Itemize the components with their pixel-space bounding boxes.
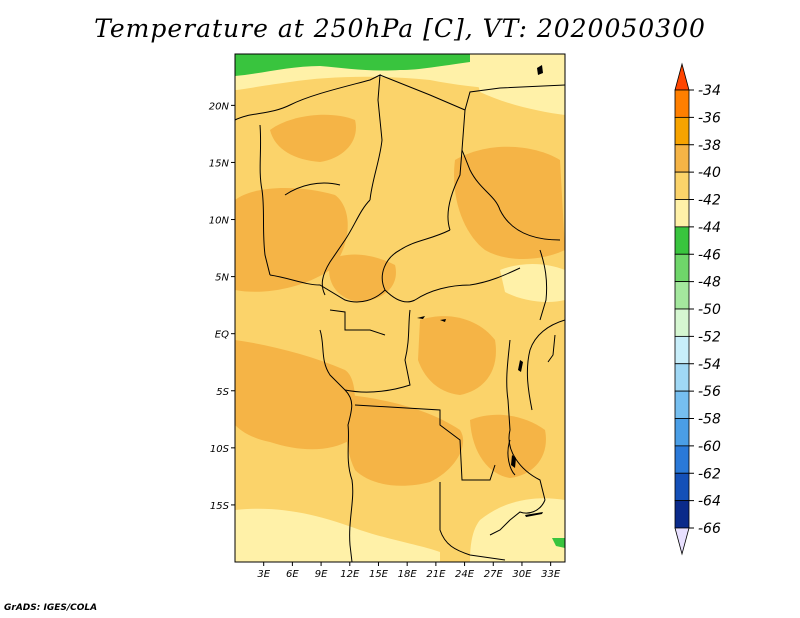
colorbar-swatch	[674, 418, 690, 447]
cold-patch-southeast-corner	[552, 538, 565, 548]
colorbar-top-arrow	[674, 62, 690, 91]
x-axis: 3E 6E 9E 12E 15E 18E 21E 24E 27E 30E 33E	[257, 562, 561, 580]
cool-patch-south	[235, 508, 440, 562]
colorbar-label: -46	[698, 247, 721, 263]
colorbar-label: -52	[698, 329, 721, 345]
colorbar-swatch	[674, 500, 690, 529]
grads-credit: GrADS: IGES/COLA	[4, 603, 98, 613]
warm-band-east-central	[418, 316, 496, 395]
x-tick-label: 12E	[340, 569, 360, 580]
x-tick-label: 33E	[541, 569, 561, 580]
x-tick-label: 6E	[286, 569, 299, 580]
colorbar-label: -48	[698, 275, 721, 291]
x-tick-label: 24E	[455, 569, 475, 580]
colorbar-label: -42	[698, 193, 721, 209]
chart-canvas: 3E 6E 9E 12E 15E 18E 21E 24E 27E 30E 33E 20N 15N 10N…	[209, 53, 721, 580]
colorbar-swatch	[674, 281, 690, 310]
x-tick-label: 3E	[257, 569, 270, 580]
colorbar-label: -36	[698, 110, 721, 126]
colorbar-bottom-arrow	[674, 527, 690, 556]
chart-title: Temperature at 250hPa [C], VT: 202005030…	[94, 14, 706, 43]
colorbar-label: -66	[698, 521, 721, 537]
colorbar-swatch	[674, 390, 690, 419]
colorbar-swatch	[674, 335, 690, 365]
colorbar-label: -62	[698, 466, 721, 482]
y-tick-label: 5S	[216, 387, 229, 398]
colorbar-label: -54	[698, 357, 721, 373]
colorbar-swatch	[674, 89, 690, 118]
warm-band-south-central	[345, 395, 464, 486]
x-tick-label: 27E	[484, 569, 504, 580]
colorbar-label: -60	[698, 439, 721, 455]
colorbar-label: -64	[698, 494, 721, 510]
warm-band-southwest	[235, 340, 355, 450]
y-tick-label: 15S	[210, 501, 230, 512]
colorbar-label: -40	[698, 165, 721, 181]
cold-patch-north-border	[235, 54, 470, 76]
y-tick-label: 10N	[209, 216, 230, 227]
x-tick-label: 30E	[512, 569, 532, 580]
colorbar: -34 -36 -38 -40 -42 -44 -46 -48 -50 -52 -54 -56 -58 -…	[674, 62, 721, 556]
cool-patch-east	[500, 264, 565, 303]
colorbar-swatch	[674, 199, 690, 228]
colorbar-swatch	[674, 445, 690, 474]
colorbar-swatch	[674, 308, 690, 337]
x-tick-label: 15E	[369, 569, 389, 580]
x-tick-label: 21E	[426, 569, 446, 580]
y-tick-label: 20N	[209, 101, 230, 112]
colorbar-swatch	[674, 253, 690, 283]
colorbar-label: -56	[698, 384, 721, 400]
plot-frame	[234, 53, 566, 563]
cool-patch-southeast	[470, 498, 565, 562]
y-tick-label: EQ	[215, 330, 229, 341]
lake-marks	[417, 65, 543, 517]
colorbar-swatch	[674, 171, 690, 200]
warm-band-north	[270, 114, 356, 162]
x-tick-label: 18E	[398, 569, 418, 580]
colorbar-swatch	[674, 472, 690, 502]
colorbar-swatch	[674, 363, 690, 392]
colorbar-swatch	[674, 116, 690, 146]
colorbar-label: -44	[698, 220, 721, 236]
warm-band-northeast	[454, 146, 565, 259]
y-axis: 20N 15N 10N 5N EQ 5S 10S 15S	[209, 101, 235, 512]
colorbar-label: -58	[698, 412, 721, 428]
warm-band-central	[329, 254, 396, 302]
colorbar-swatch	[674, 144, 690, 173]
colorbar-swatch	[674, 226, 690, 255]
x-tick-label: 9E	[315, 569, 328, 580]
y-tick-label: 10S	[210, 444, 230, 455]
y-tick-label: 15N	[209, 158, 230, 169]
y-tick-label: 5N	[215, 273, 229, 284]
temperature-field	[235, 54, 565, 562]
colorbar-label: -38	[698, 138, 721, 154]
colorbar-label: -50	[698, 302, 721, 318]
country-borders	[235, 74, 565, 562]
colorbar-label: -34	[698, 83, 721, 99]
